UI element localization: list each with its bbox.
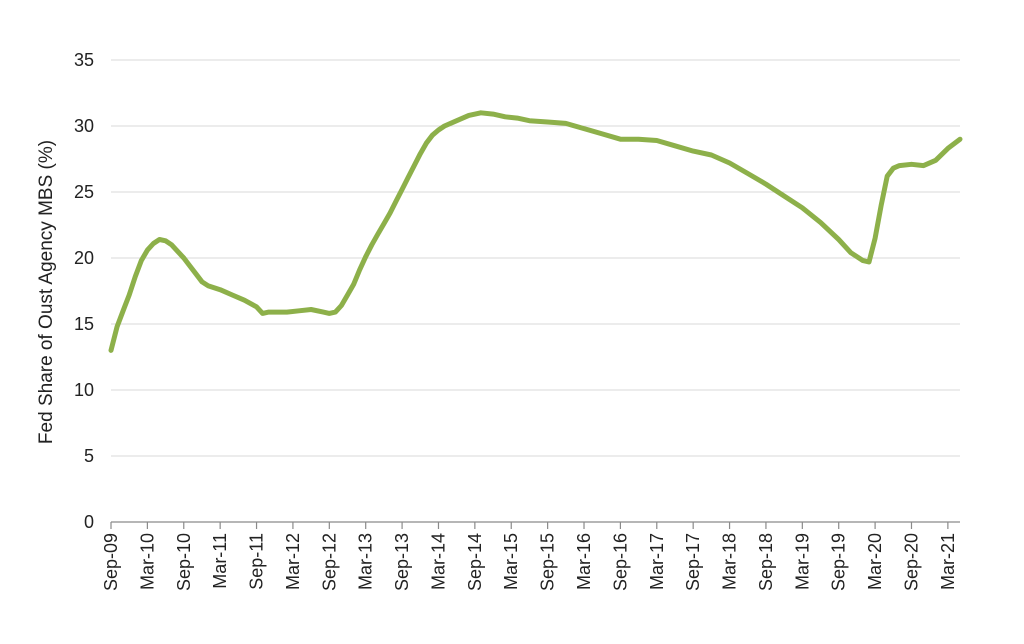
x-tick-label: Mar-15 — [501, 533, 521, 590]
x-tick-label: Mar-14 — [428, 533, 448, 590]
x-tick-label: Sep-17 — [683, 533, 703, 591]
x-tick-label: Sep-14 — [465, 533, 485, 591]
x-tick-label: Sep-16 — [610, 533, 630, 591]
series-layer — [108, 110, 963, 353]
y-tick-label: 0 — [84, 512, 94, 532]
x-tick-label: Mar-20 — [865, 533, 885, 590]
y-tick-label: 10 — [74, 380, 94, 400]
x-tick-label: Sep-15 — [538, 533, 558, 591]
y-tick-label: 5 — [84, 446, 94, 466]
x-tick-label: Mar-17 — [647, 533, 667, 590]
x-axis-ticks: Sep-09 Mar-10 Sep-10 Mar-11 Sep-11 Mar-12 Sep-… — [101, 522, 958, 591]
y-tick-label: 25 — [74, 182, 94, 202]
x-tick-label: Sep-13 — [392, 533, 412, 591]
x-tick-label: Mar-16 — [574, 533, 594, 590]
x-tick-label: Sep-18 — [756, 533, 776, 591]
x-tick-label: Sep-19 — [829, 533, 849, 591]
x-tick-label: Mar-13 — [356, 533, 376, 590]
y-tick-label: 20 — [74, 248, 94, 268]
x-tick-label: Mar-10 — [137, 533, 157, 590]
x-tick-label: Sep-20 — [901, 533, 921, 591]
x-tick-label: Sep-09 — [101, 533, 121, 591]
y-tick-label: 15 — [74, 314, 94, 334]
y-axis-ticks: 0 5 10 15 20 25 30 35 — [74, 50, 94, 532]
x-tick-label: Sep-12 — [319, 533, 339, 591]
y-axis-title: Fed Share of Oust Agency MBS (%) — [36, 140, 57, 444]
x-tick-label: Mar-19 — [792, 533, 812, 590]
gridlines — [111, 59, 960, 457]
x-tick-label: Sep-10 — [174, 533, 194, 591]
x-tick-label: Mar-18 — [720, 533, 740, 590]
x-tick-label: Mar-11 — [210, 533, 230, 589]
x-tick-label: Sep-11 — [247, 533, 267, 590]
x-tick-label: Mar-21 — [938, 533, 958, 590]
y-tick-label: 30 — [74, 116, 94, 136]
y-tick-label: 35 — [74, 50, 94, 70]
x-tick-label: Mar-12 — [283, 533, 303, 590]
series-line-1 — [108, 110, 963, 353]
